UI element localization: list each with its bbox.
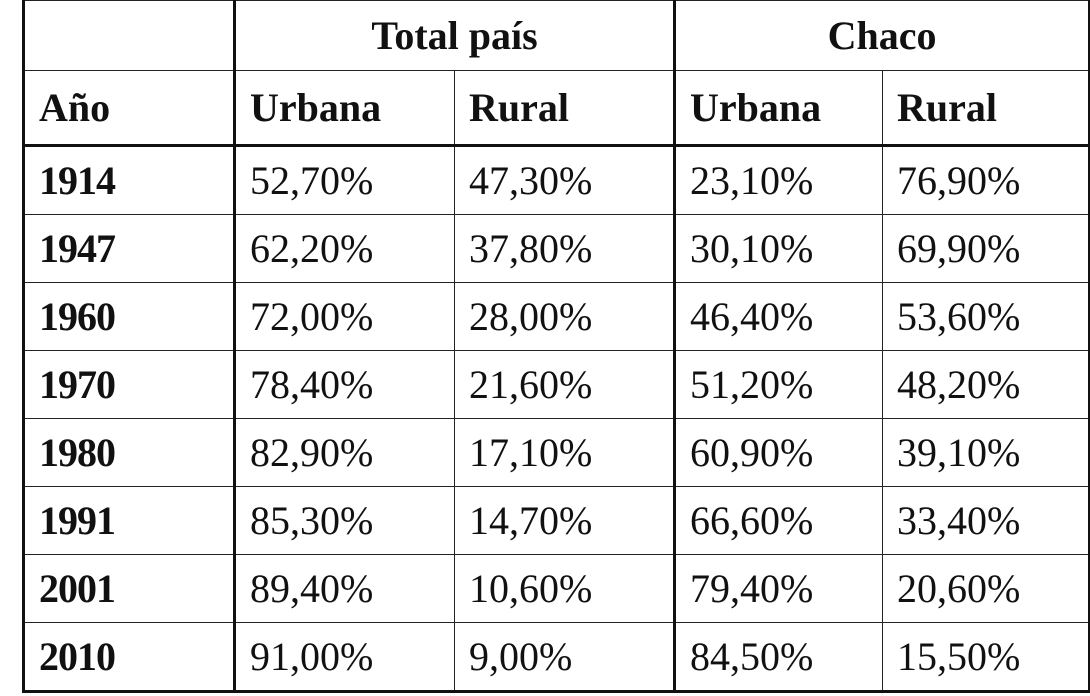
total-rural-cell: 17,10%: [454, 418, 675, 487]
group-header-total-pais: Total país: [234, 0, 675, 71]
chaco-rural-cell: 53,60%: [881, 282, 1090, 351]
total-urbana-cell: 72,00%: [234, 282, 455, 351]
year-cell: 1947: [23, 214, 236, 283]
total-urbana-cell: 85,30%: [234, 486, 455, 555]
chaco-urbana-cell: 84,50%: [673, 622, 883, 692]
column-header-total-urbana: Urbana: [234, 70, 455, 147]
chaco-rural-cell: 15,50%: [881, 622, 1090, 692]
table-row: 1991 85,30% 14,70% 66,60% 33,40%: [23, 486, 1090, 555]
chaco-urbana-cell: 79,40%: [673, 554, 883, 623]
column-header-chaco-urbana: Urbana: [673, 70, 883, 147]
total-rural-cell: 14,70%: [454, 486, 675, 555]
chaco-rural-cell: 48,20%: [881, 350, 1090, 419]
chaco-rural-cell: 39,10%: [881, 418, 1090, 487]
group-header-chaco: Chaco: [672, 0, 1090, 71]
chaco-urbana-cell: 51,20%: [673, 350, 883, 419]
column-group-row: Total país Chaco: [23, 0, 1090, 71]
column-header-total-rural: Rural: [454, 70, 675, 147]
chaco-urbana-cell: 46,40%: [673, 282, 883, 351]
chaco-urbana-cell: 60,90%: [673, 418, 883, 487]
chaco-rural-cell: 69,90%: [881, 214, 1090, 283]
chaco-rural-cell: 76,90%: [881, 145, 1090, 215]
table-row: 1960 72,00% 28,00% 46,40% 53,60%: [23, 282, 1090, 351]
year-cell: 2010: [23, 622, 236, 692]
total-rural-cell: 9,00%: [454, 622, 675, 692]
table-row: 1914 52,70% 47,30% 23,10% 76,90%: [23, 145, 1090, 215]
year-cell: 1991: [23, 486, 236, 555]
table-row: 2010 91,00% 9,00% 84,50% 15,50%: [23, 622, 1090, 692]
total-urbana-cell: 89,40%: [234, 554, 455, 623]
year-cell: 1970: [23, 350, 236, 419]
chaco-urbana-cell: 30,10%: [673, 214, 883, 283]
total-urbana-cell: 78,40%: [234, 350, 455, 419]
total-rural-cell: 28,00%: [454, 282, 675, 351]
empty-corner-cell: [23, 0, 236, 71]
column-header-year: Año: [23, 70, 236, 147]
table-row: 1970 78,40% 21,60% 51,20% 48,20%: [23, 350, 1090, 419]
total-rural-cell: 10,60%: [454, 554, 675, 623]
year-cell: 1914: [23, 145, 236, 215]
total-rural-cell: 47,30%: [454, 145, 675, 215]
column-header-chaco-rural: Rural: [881, 70, 1090, 147]
chaco-rural-cell: 33,40%: [881, 486, 1090, 555]
year-cell: 2001: [23, 554, 236, 623]
total-urbana-cell: 91,00%: [234, 622, 455, 692]
chaco-rural-cell: 20,60%: [881, 554, 1090, 623]
population-table: Total país Chaco Año Urbana Rural Urbana…: [22, 0, 1090, 693]
table-row: 1947 62,20% 37,80% 30,10% 69,90%: [23, 214, 1090, 283]
column-header-row: Año Urbana Rural Urbana Rural: [23, 70, 1090, 147]
year-cell: 1960: [23, 282, 236, 351]
table-body: 1914 52,70% 47,30% 23,10% 76,90% 1947 62,20% 37…: [23, 145, 1090, 692]
year-cell: 1980: [23, 418, 236, 487]
total-urbana-cell: 62,20%: [234, 214, 455, 283]
table-row: 2001 89,40% 10,60% 79,40% 20,60%: [23, 554, 1090, 623]
total-urbana-cell: 52,70%: [234, 145, 455, 215]
total-rural-cell: 37,80%: [454, 214, 675, 283]
chaco-urbana-cell: 23,10%: [673, 145, 883, 215]
total-rural-cell: 21,60%: [454, 350, 675, 419]
total-urbana-cell: 82,90%: [234, 418, 455, 487]
table-row: 1980 82,90% 17,10% 60,90% 39,10%: [23, 418, 1090, 487]
chaco-urbana-cell: 66,60%: [673, 486, 883, 555]
